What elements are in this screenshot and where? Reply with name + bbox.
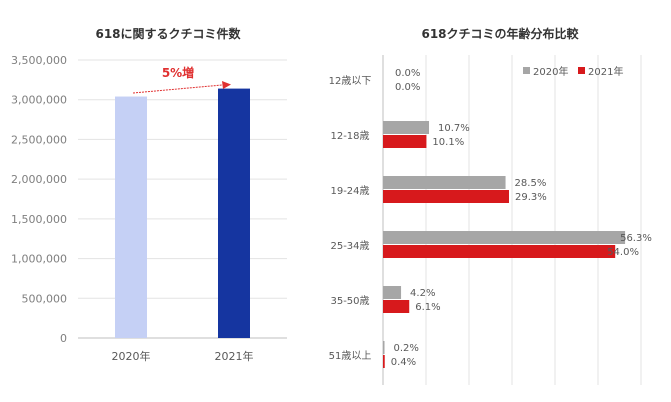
bar-2021年	[218, 88, 250, 338]
y-tick-label: 2,000,000	[11, 173, 67, 186]
increase-annotation: 5%増	[162, 65, 194, 80]
legend-label: 2021年	[588, 65, 623, 78]
bar-2020年	[115, 96, 147, 338]
bar-2021年-12-18歳	[383, 135, 427, 148]
y-tick-label: 1,000,000	[11, 253, 67, 266]
y-tick-label: 0	[60, 332, 67, 345]
data-label: 56.3%	[620, 233, 652, 244]
data-label: 4.2%	[410, 288, 435, 299]
increase-arrow-head-icon	[222, 81, 231, 89]
category-label: 19-24歳	[330, 185, 369, 197]
legend-label: 2020年	[533, 65, 568, 78]
category-label: 51歳以上	[329, 350, 372, 362]
data-label: 29.3%	[515, 192, 547, 203]
bar-2021年-35-50歳	[383, 300, 410, 313]
bar-2021年-19-24歳	[383, 190, 509, 203]
x-tick-label: 2021年	[215, 349, 254, 363]
data-label: 28.5%	[515, 178, 547, 189]
y-tick-label: 1,500,000	[11, 213, 67, 226]
data-label: 0.0%	[395, 82, 420, 93]
data-label: 54.0%	[607, 247, 639, 258]
category-label: 12歳以下	[329, 75, 372, 87]
category-label: 25-34歳	[330, 240, 369, 252]
bar-2021年-51歳以上	[383, 355, 385, 368]
y-tick-label: 3,000,000	[11, 94, 67, 107]
category-label: 12-18歳	[330, 130, 369, 142]
bar-2021年-25-34歳	[383, 245, 616, 258]
data-label: 10.1%	[432, 137, 464, 148]
bar-2020年-25-34歳	[383, 231, 626, 244]
bar-2020年-51歳以上	[383, 341, 385, 354]
bar-2020年-12-18歳	[383, 121, 430, 134]
increase-arrow-line	[132, 84, 223, 94]
y-tick-label: 3,500,000	[11, 54, 67, 67]
data-label: 0.2%	[394, 343, 419, 354]
y-tick-label: 2,500,000	[11, 133, 67, 146]
data-label: 0.4%	[391, 357, 416, 368]
bar-2020年-19-24歳	[383, 176, 506, 189]
data-label: 6.1%	[415, 302, 440, 313]
data-label: 10.7%	[438, 123, 470, 134]
bar-2020年-35-50歳	[383, 286, 402, 299]
category-label: 35-50歳	[330, 295, 369, 307]
legend-swatch-icon	[578, 67, 585, 74]
y-tick-label: 500,000	[22, 292, 68, 305]
x-tick-label: 2020年	[112, 349, 151, 363]
legend-swatch-icon	[523, 67, 530, 74]
data-label: 0.0%	[395, 68, 420, 79]
right-chart-title: 618クチコミの年齢分布比較	[421, 26, 579, 41]
left-chart-title: 618に関するクチコミ件数	[95, 26, 241, 41]
